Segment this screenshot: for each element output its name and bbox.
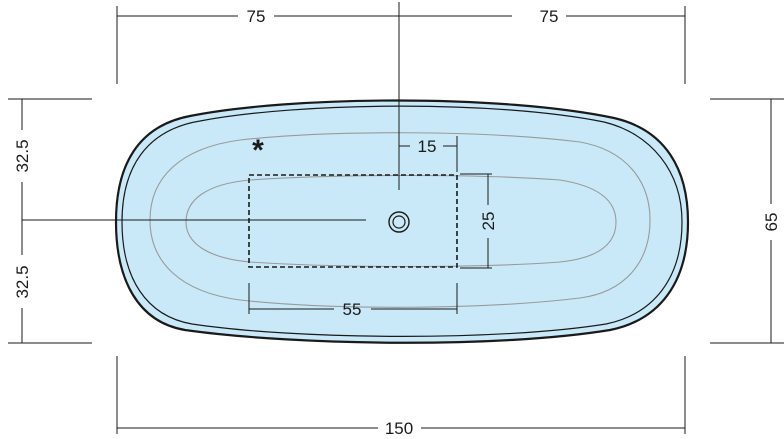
drain-offset-label: 15 <box>418 137 437 156</box>
asterisk-marker: * <box>252 134 264 167</box>
tub-outer-rim <box>114 99 690 344</box>
top-left-width-label: 75 <box>247 7 266 26</box>
left-upper-half-label: 32.5 <box>13 139 32 172</box>
zone-width-label: 55 <box>343 300 362 319</box>
total-width-label: 150 <box>385 419 413 438</box>
zone-depth-label: 25 <box>479 212 498 231</box>
drain-outer-ring-icon <box>388 211 410 233</box>
top-right-width-label: 75 <box>540 7 559 26</box>
drain-inner-ring-icon <box>392 215 406 229</box>
right-total-depth-label: 65 <box>762 213 781 232</box>
tub-basin-contour-outer <box>149 132 651 308</box>
tub-basin-contour-inner <box>185 174 617 268</box>
left-lower-half-label: 32.5 <box>13 265 32 298</box>
tub-rim-inner-edge <box>121 105 683 337</box>
dashed-zone-rectangle <box>248 174 458 268</box>
